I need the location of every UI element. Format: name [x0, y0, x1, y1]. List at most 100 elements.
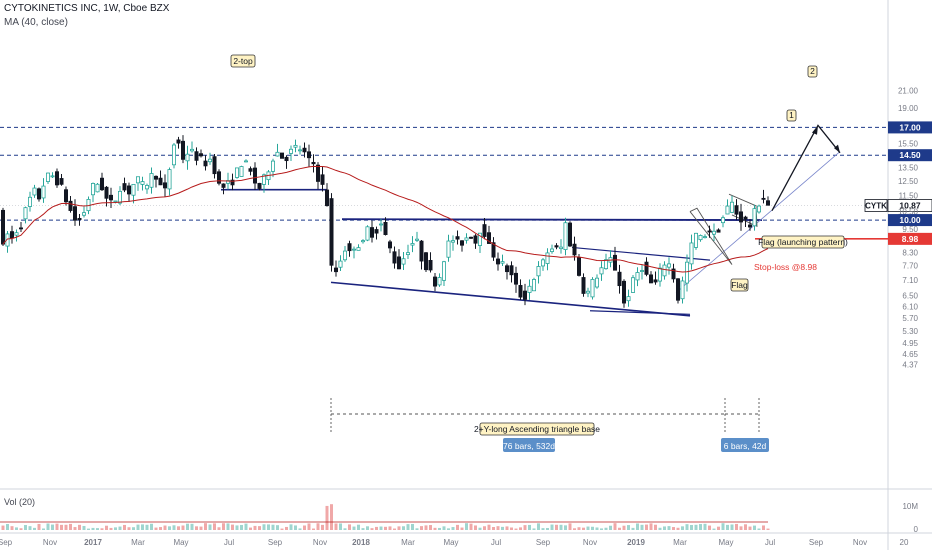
- candle-body: [477, 232, 482, 246]
- volume-bar: [636, 523, 639, 530]
- candle-body: [0, 209, 6, 245]
- candle-body: [468, 236, 473, 239]
- time-tick-label: Jul: [224, 538, 234, 547]
- candle-body: [631, 277, 636, 293]
- time-tick-label: Sep: [268, 538, 283, 547]
- volume-bar: [105, 525, 108, 530]
- volume-bar: [505, 526, 509, 530]
- candle-body: [514, 272, 519, 285]
- annot-flag-text: Flag: [731, 280, 748, 290]
- candle-body: [185, 153, 190, 162]
- annot-bars-76-text: 76 bars, 532d: [503, 441, 555, 451]
- last-price-label-bg: [887, 199, 932, 212]
- axis-price-label: 14.50: [899, 150, 921, 160]
- candle-body: [703, 236, 708, 239]
- annot-triangle-base: 2+Y-long Ascending triangle base: [474, 422, 600, 436]
- volume-bar: [325, 505, 329, 530]
- axis-price-label: 10.87: [899, 201, 921, 211]
- volume-bar: [60, 524, 63, 530]
- volume-bar: [73, 527, 77, 530]
- volume-bar: [289, 524, 293, 530]
- candle-body: [297, 149, 302, 152]
- candle-body: [541, 259, 546, 267]
- candle-body: [635, 272, 640, 281]
- volume-bar: [739, 526, 743, 530]
- candle-body: [64, 189, 69, 203]
- candle-body: [59, 178, 64, 185]
- axis-price-tag-bg: [888, 232, 932, 245]
- axis-price-tag-bg: [888, 214, 932, 227]
- volume-bar: [64, 524, 68, 530]
- volume-bar: [343, 528, 347, 530]
- candle-body: [131, 183, 136, 196]
- candle-body: [158, 177, 163, 186]
- volume-bar: [316, 523, 320, 530]
- candle-body: [464, 237, 469, 241]
- annot-stop-loss: Stop-loss @8.98: [754, 262, 817, 272]
- candle-body: [509, 265, 514, 276]
- candle-body: [423, 252, 428, 271]
- candle-body: [577, 257, 582, 276]
- candle-body: [387, 241, 392, 249]
- volume-bar: [204, 523, 207, 530]
- candle-body: [338, 260, 343, 268]
- candle-body: [694, 232, 699, 248]
- volume-bar: [132, 527, 135, 530]
- candle-body: [486, 232, 491, 244]
- volume-bar: [258, 526, 261, 530]
- time-tick-label: 2017: [84, 538, 102, 547]
- volume-bar: [501, 526, 504, 530]
- candle-body: [568, 222, 573, 247]
- candle-body: [649, 274, 654, 284]
- candle-body: [446, 240, 451, 258]
- volume-bar: [393, 528, 396, 530]
- candle-body: [572, 243, 577, 256]
- volume-bar: [456, 524, 459, 530]
- candle-body: [306, 151, 311, 159]
- volume-bar: [667, 526, 671, 530]
- candle-body: [320, 174, 325, 185]
- annot-flag-launch: Flag (launching pattern): [758, 235, 848, 249]
- volume-bar: [46, 523, 50, 530]
- annot-two-top-text: 2-top: [233, 56, 253, 66]
- volume-bar: [483, 526, 486, 530]
- volume-bar: [645, 524, 648, 530]
- candle-body: [212, 156, 217, 175]
- volume-bar: [424, 525, 428, 530]
- axis-tick-label: 11.50: [899, 192, 919, 201]
- candle-body: [32, 187, 37, 196]
- volume-tick-label: 0: [914, 525, 919, 534]
- candle-body: [554, 245, 559, 248]
- volume-bar: [564, 525, 567, 530]
- candle-body: [369, 227, 374, 238]
- volume-bar: [298, 528, 302, 530]
- time-tick-label: Nov: [853, 538, 867, 547]
- flag-channel: [689, 207, 733, 265]
- volume-bar: [249, 527, 252, 530]
- time-tick-label: 2018: [352, 538, 370, 547]
- volume-bar: [334, 523, 338, 530]
- volume-bar: [33, 527, 36, 530]
- candle-body: [455, 236, 460, 240]
- candle-body: [311, 161, 316, 165]
- candle-body: [356, 247, 361, 251]
- volume-bar: [154, 527, 158, 530]
- volume-bar: [744, 524, 747, 530]
- candle-body: [383, 221, 388, 235]
- candle-body: [149, 173, 154, 188]
- volume-bar: [438, 527, 441, 530]
- volume-bar: [348, 524, 351, 530]
- candle-body: [590, 279, 595, 298]
- candle-body: [667, 263, 672, 268]
- candle-body: [532, 279, 537, 292]
- volume-bar: [510, 527, 513, 530]
- volume-bar: [87, 528, 90, 530]
- volume-bar: [420, 526, 423, 530]
- annot-target-2: 2: [807, 65, 818, 78]
- volume-bar: [15, 527, 18, 530]
- axis-tick-label: 13.50: [898, 164, 919, 173]
- axis-tick-label: 9.50: [902, 225, 918, 234]
- candle-body: [176, 139, 181, 144]
- candle-body: [55, 171, 60, 186]
